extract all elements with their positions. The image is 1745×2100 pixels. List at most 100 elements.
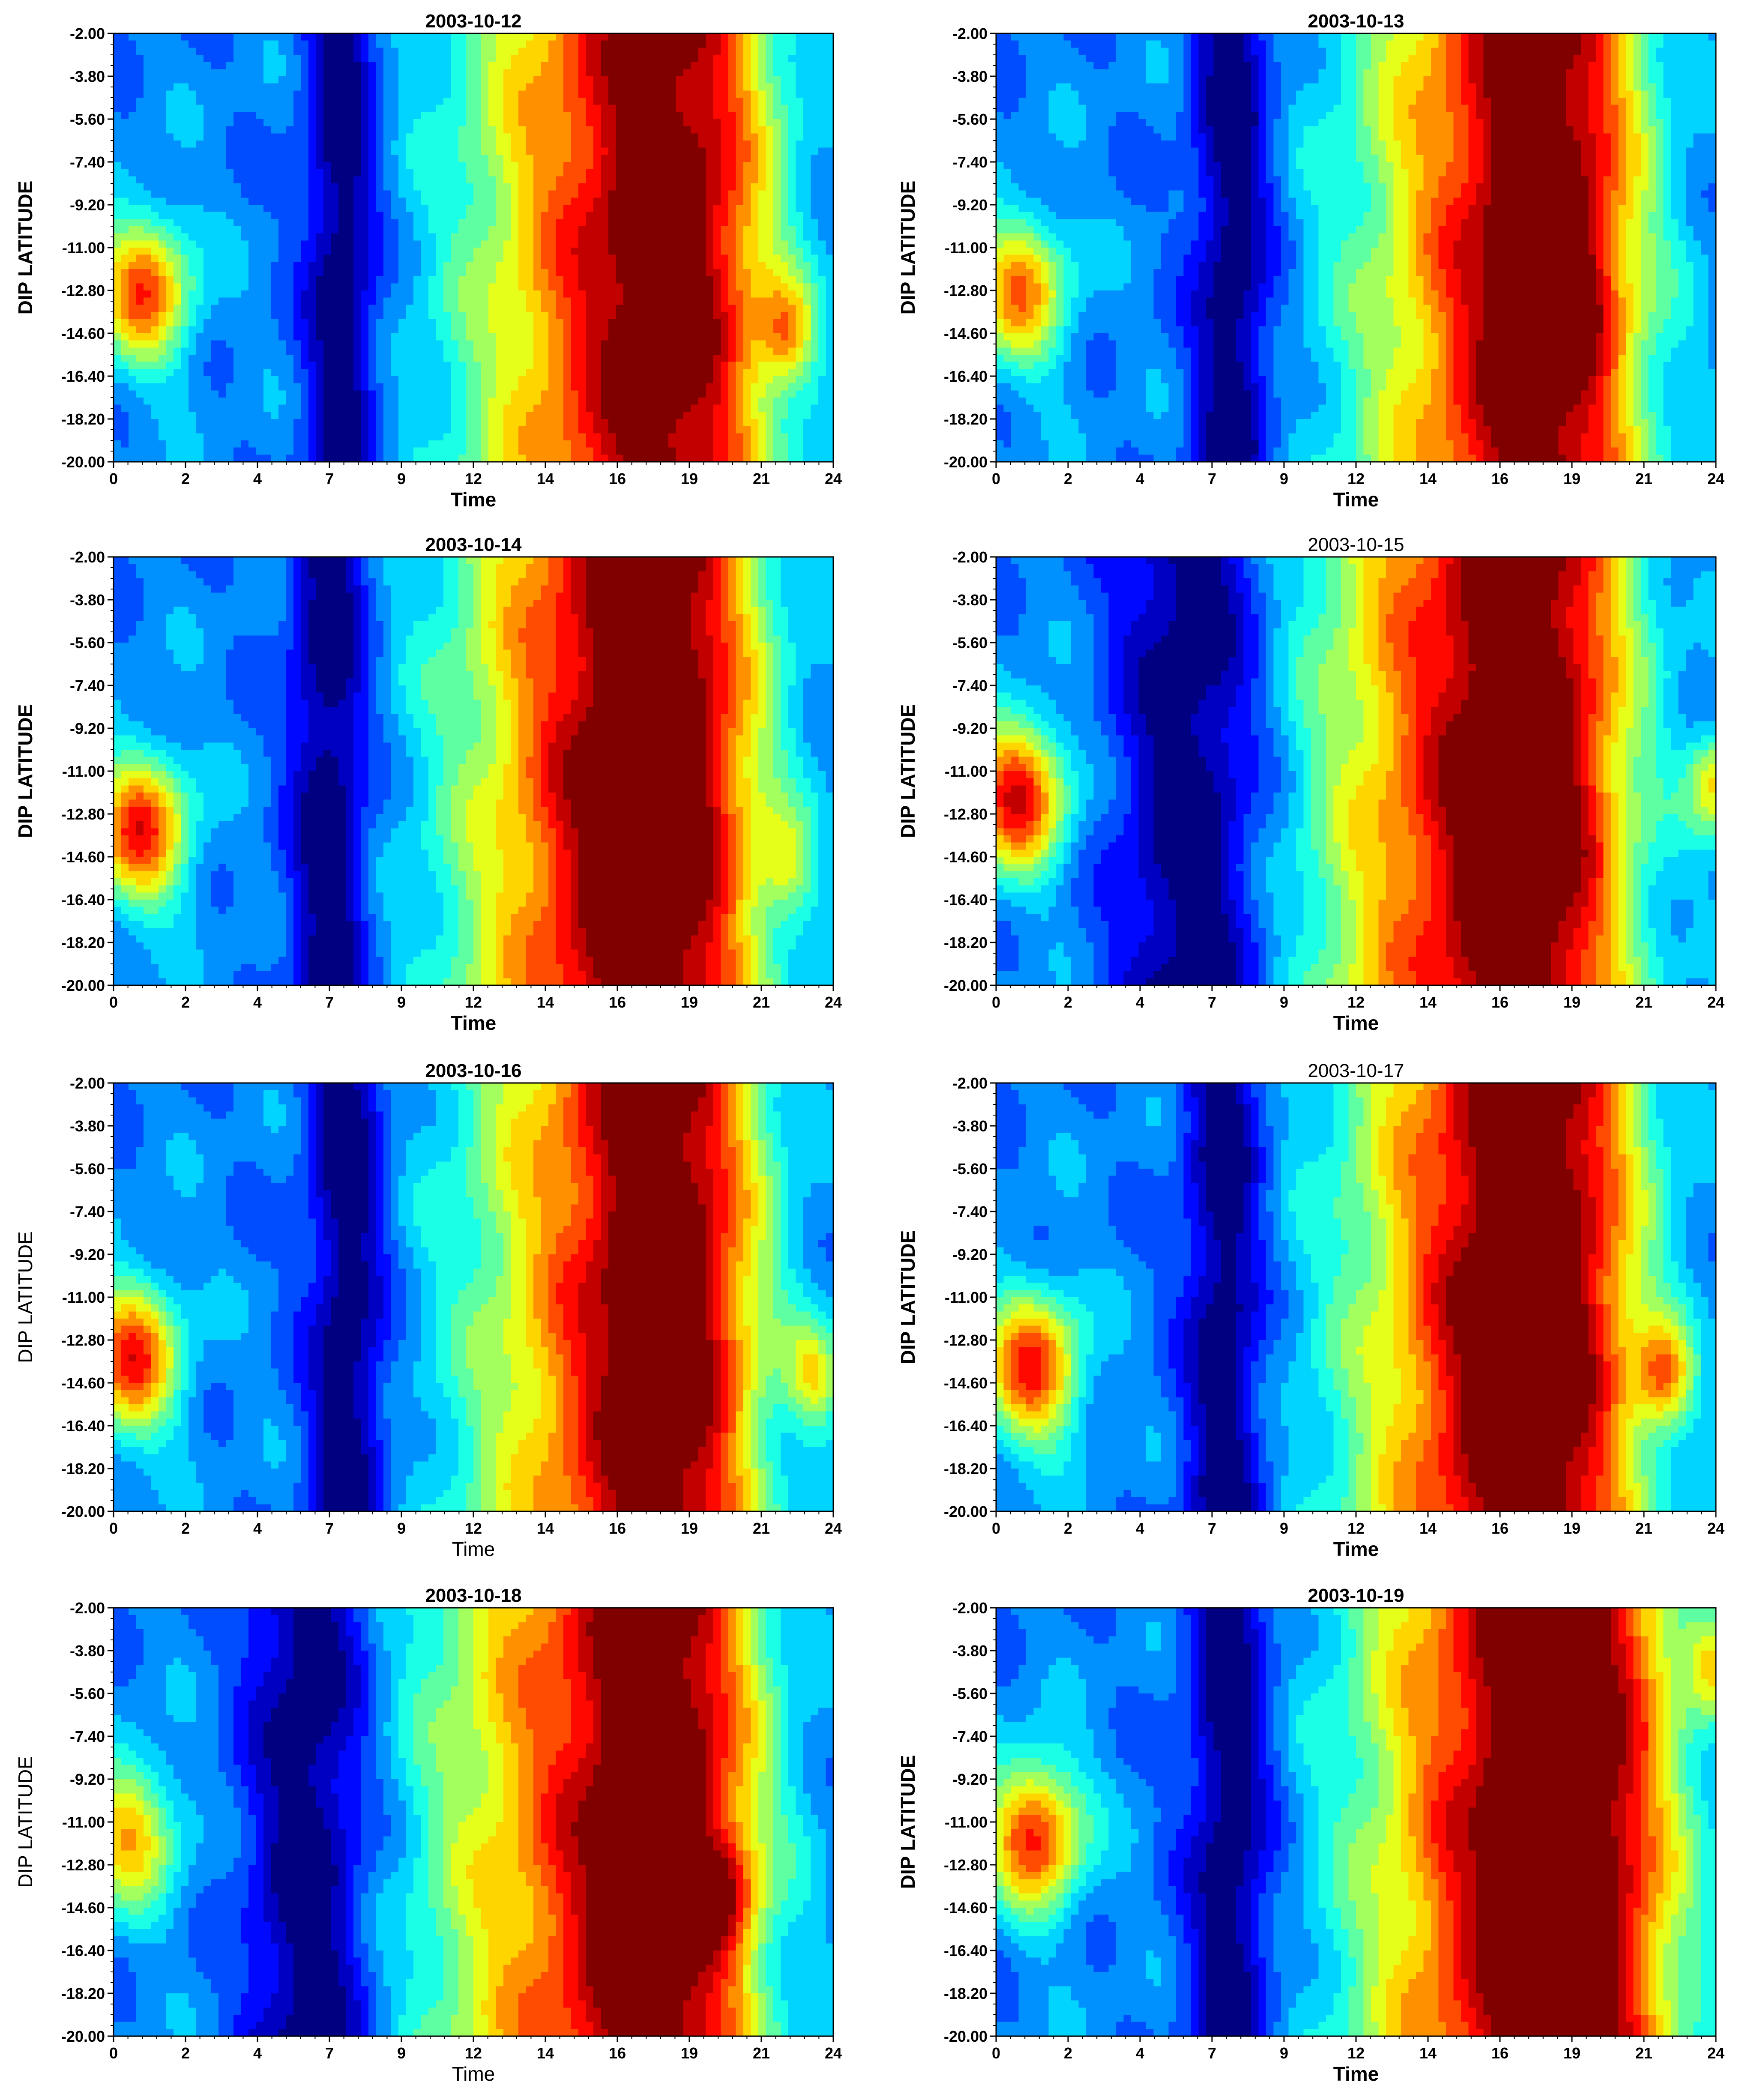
heatmap-cell	[323, 55, 331, 62]
heatmap-cell	[211, 55, 219, 62]
heatmap-cell	[233, 84, 241, 91]
heatmap-cell	[728, 90, 736, 98]
heatmap-cell	[361, 112, 369, 119]
heatmap-cell	[743, 98, 751, 105]
heatmap-cell	[271, 69, 279, 76]
heatmap-cell	[736, 105, 744, 112]
heatmap-cell	[631, 112, 639, 119]
heatmap-cell	[241, 119, 249, 126]
heatmap-cell	[159, 84, 166, 91]
heatmap-cell	[623, 76, 631, 84]
heatmap-cell	[526, 84, 534, 91]
heatmap-cell	[204, 90, 211, 98]
heatmap-cell	[436, 48, 444, 55]
heatmap-cell	[271, 90, 279, 98]
heatmap-cell	[496, 98, 504, 105]
heatmap-cell	[721, 62, 729, 69]
heatmap-cell	[481, 112, 489, 119]
heatmap-cell	[323, 33, 331, 41]
heatmap-cell	[766, 55, 774, 62]
heatmap-cell	[346, 105, 354, 112]
heatmap-cell	[174, 55, 181, 62]
heatmap-cell	[226, 62, 234, 69]
heatmap-cell	[129, 90, 136, 98]
heatmap-cell	[241, 105, 249, 112]
heatmap-cell	[256, 112, 264, 119]
heatmap-cell	[541, 112, 549, 119]
heatmap-cell	[406, 62, 414, 69]
heatmap-cell	[616, 98, 624, 105]
heatmap-cell	[676, 112, 684, 119]
heatmap-cell	[563, 62, 571, 69]
heatmap-cell	[159, 76, 166, 84]
heatmap-cell	[436, 119, 444, 126]
heatmap-cell	[338, 105, 346, 112]
heatmap-cell	[233, 98, 241, 105]
heatmap-cell	[166, 84, 174, 91]
heatmap-cell	[691, 33, 699, 41]
heatmap-cell	[758, 84, 766, 91]
heatmap-cell	[383, 84, 391, 91]
heatmap-cell	[271, 76, 279, 84]
heatmap-cell	[496, 90, 504, 98]
heatmap-cell	[616, 90, 624, 98]
heatmap-cell	[616, 119, 624, 126]
heatmap-cell	[346, 98, 354, 105]
heatmap-cell	[421, 41, 429, 48]
heatmap-cell	[271, 33, 279, 41]
heatmap-cell	[331, 48, 339, 55]
heatmap-cell	[361, 105, 369, 112]
heatmap-cell	[376, 62, 384, 69]
heatmap-cell	[796, 84, 804, 91]
heatmap-cell	[556, 119, 564, 126]
heatmap-cell	[773, 90, 781, 98]
heatmap-cell	[256, 69, 264, 76]
heatmap-cell	[286, 33, 294, 41]
heatmap-cell	[541, 62, 549, 69]
heatmap-cell	[503, 69, 511, 76]
heatmap-cell	[144, 76, 151, 84]
heatmap-cell	[353, 76, 361, 84]
heatmap-cell	[331, 76, 339, 84]
heatmap-cell	[571, 105, 579, 112]
heatmap-cell	[451, 112, 459, 119]
heatmap-cell	[166, 105, 174, 112]
heatmap-cell	[638, 62, 646, 69]
heatmap-cell	[241, 112, 249, 119]
heatmap-cell	[383, 55, 391, 62]
heatmap-cell	[316, 69, 324, 76]
heatmap-cell	[773, 69, 781, 76]
heatmap-cell	[466, 90, 474, 98]
heatmap-cell	[736, 69, 744, 76]
heatmap-cell	[736, 48, 744, 55]
heatmap-cell	[263, 112, 271, 119]
heatmap-cell	[728, 69, 736, 76]
heatmap-cell	[218, 105, 226, 112]
heatmap-cell	[353, 84, 361, 91]
heatmap-cell	[338, 112, 346, 119]
heatmap-cell	[338, 90, 346, 98]
heatmap-cell	[646, 48, 654, 55]
heatmap-cell	[593, 98, 601, 105]
heatmap-cell	[196, 112, 204, 119]
heatmap-cell	[121, 55, 129, 62]
heatmap-cell	[136, 48, 144, 55]
heatmap-cell	[211, 41, 219, 48]
heatmap-cell	[308, 55, 316, 62]
heatmap-cell	[391, 33, 399, 41]
heatmap-cell	[458, 84, 466, 91]
heatmap-cell	[166, 69, 174, 76]
heatmap-cell	[578, 112, 586, 119]
heatmap-cell	[443, 98, 451, 105]
heatmap-cell	[736, 55, 744, 62]
heatmap-cell	[301, 90, 309, 98]
heatmap-cell	[608, 76, 616, 84]
heatmap-cell	[496, 55, 504, 62]
heatmap-cell	[533, 33, 541, 41]
heatmap-cell	[728, 84, 736, 91]
heatmap-cell	[608, 48, 616, 55]
heatmap-cell	[263, 55, 271, 62]
heatmap-cell	[391, 62, 399, 69]
heatmap-cell	[503, 62, 511, 69]
heatmap-cell	[181, 41, 189, 48]
